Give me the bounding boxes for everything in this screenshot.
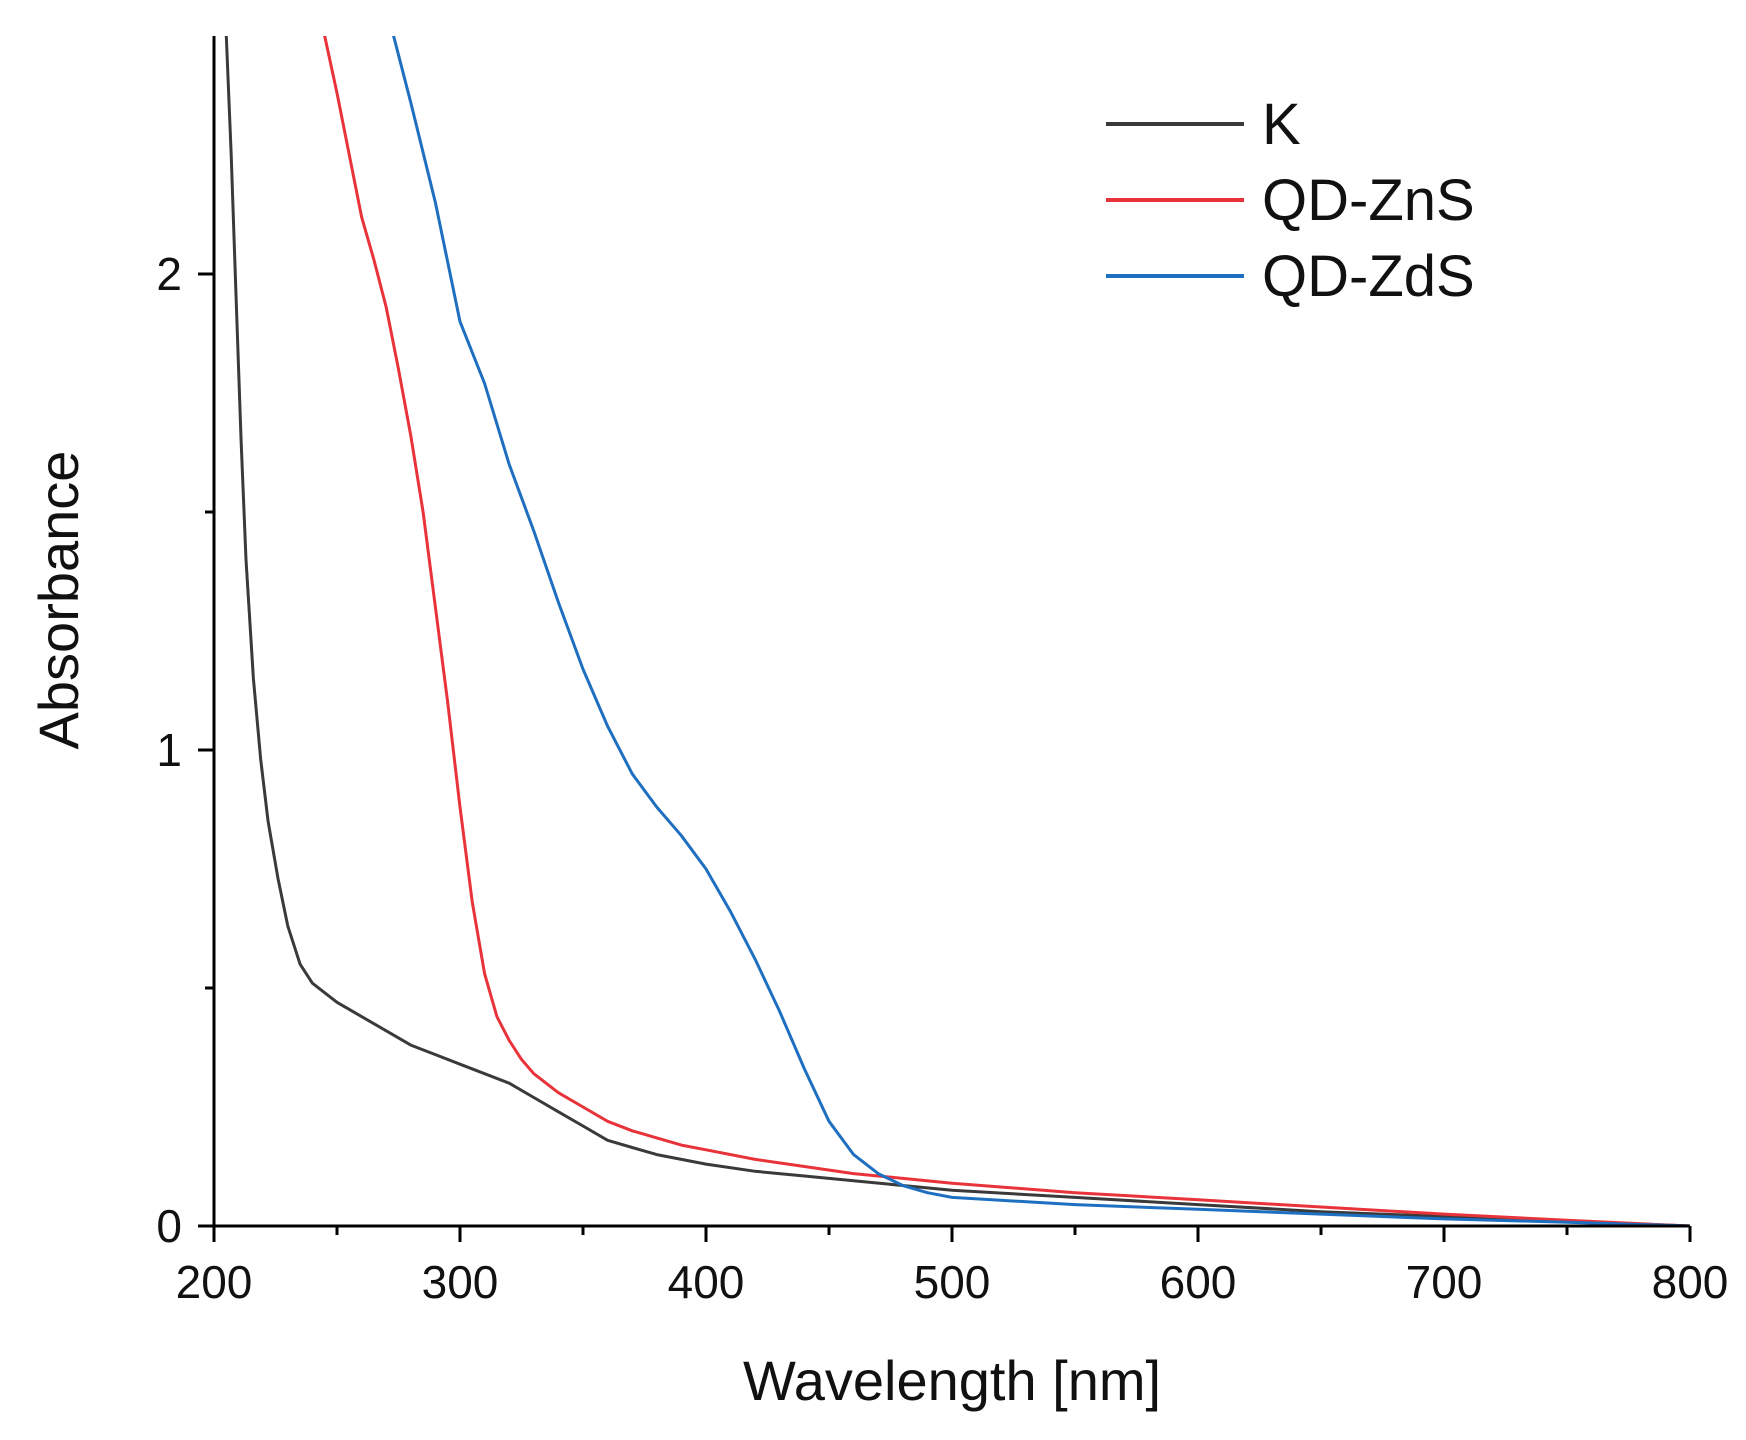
legend-label-qd-zns: QD-ZnS bbox=[1262, 168, 1475, 233]
x-tick-label: 300 bbox=[422, 1256, 499, 1308]
y-tick-label: 0 bbox=[156, 1200, 182, 1252]
x-tick-label: 500 bbox=[914, 1256, 991, 1308]
y-tick-label: 1 bbox=[156, 724, 182, 776]
x-tick-label: 200 bbox=[176, 1256, 253, 1308]
axes bbox=[212, 36, 1690, 1228]
x-tick-label: 700 bbox=[1406, 1256, 1483, 1308]
tick-labels: 200 300 400 500 600 700 800 0 1 2 bbox=[156, 248, 1728, 1308]
axis-ticks bbox=[198, 272, 1692, 1242]
y-tick-label: 2 bbox=[156, 248, 182, 300]
legend-label-k: K bbox=[1262, 92, 1301, 157]
y-axis-title: Absorbance bbox=[27, 451, 90, 750]
x-axis-title: Wavelength [nm] bbox=[743, 1349, 1161, 1412]
legend-label-qd-zds: QD-ZdS bbox=[1262, 244, 1475, 309]
x-tick-label: 800 bbox=[1652, 1256, 1729, 1308]
x-tick-label: 600 bbox=[1160, 1256, 1237, 1308]
series-line-qd-zds bbox=[392, 36, 1690, 1226]
legend: K QD-ZnS QD-ZdS bbox=[1106, 92, 1475, 309]
series-line-k bbox=[224, 36, 1690, 1226]
series-line-qd-zns bbox=[323, 36, 1690, 1226]
series-lines bbox=[224, 36, 1690, 1226]
x-tick-label: 400 bbox=[668, 1256, 745, 1308]
